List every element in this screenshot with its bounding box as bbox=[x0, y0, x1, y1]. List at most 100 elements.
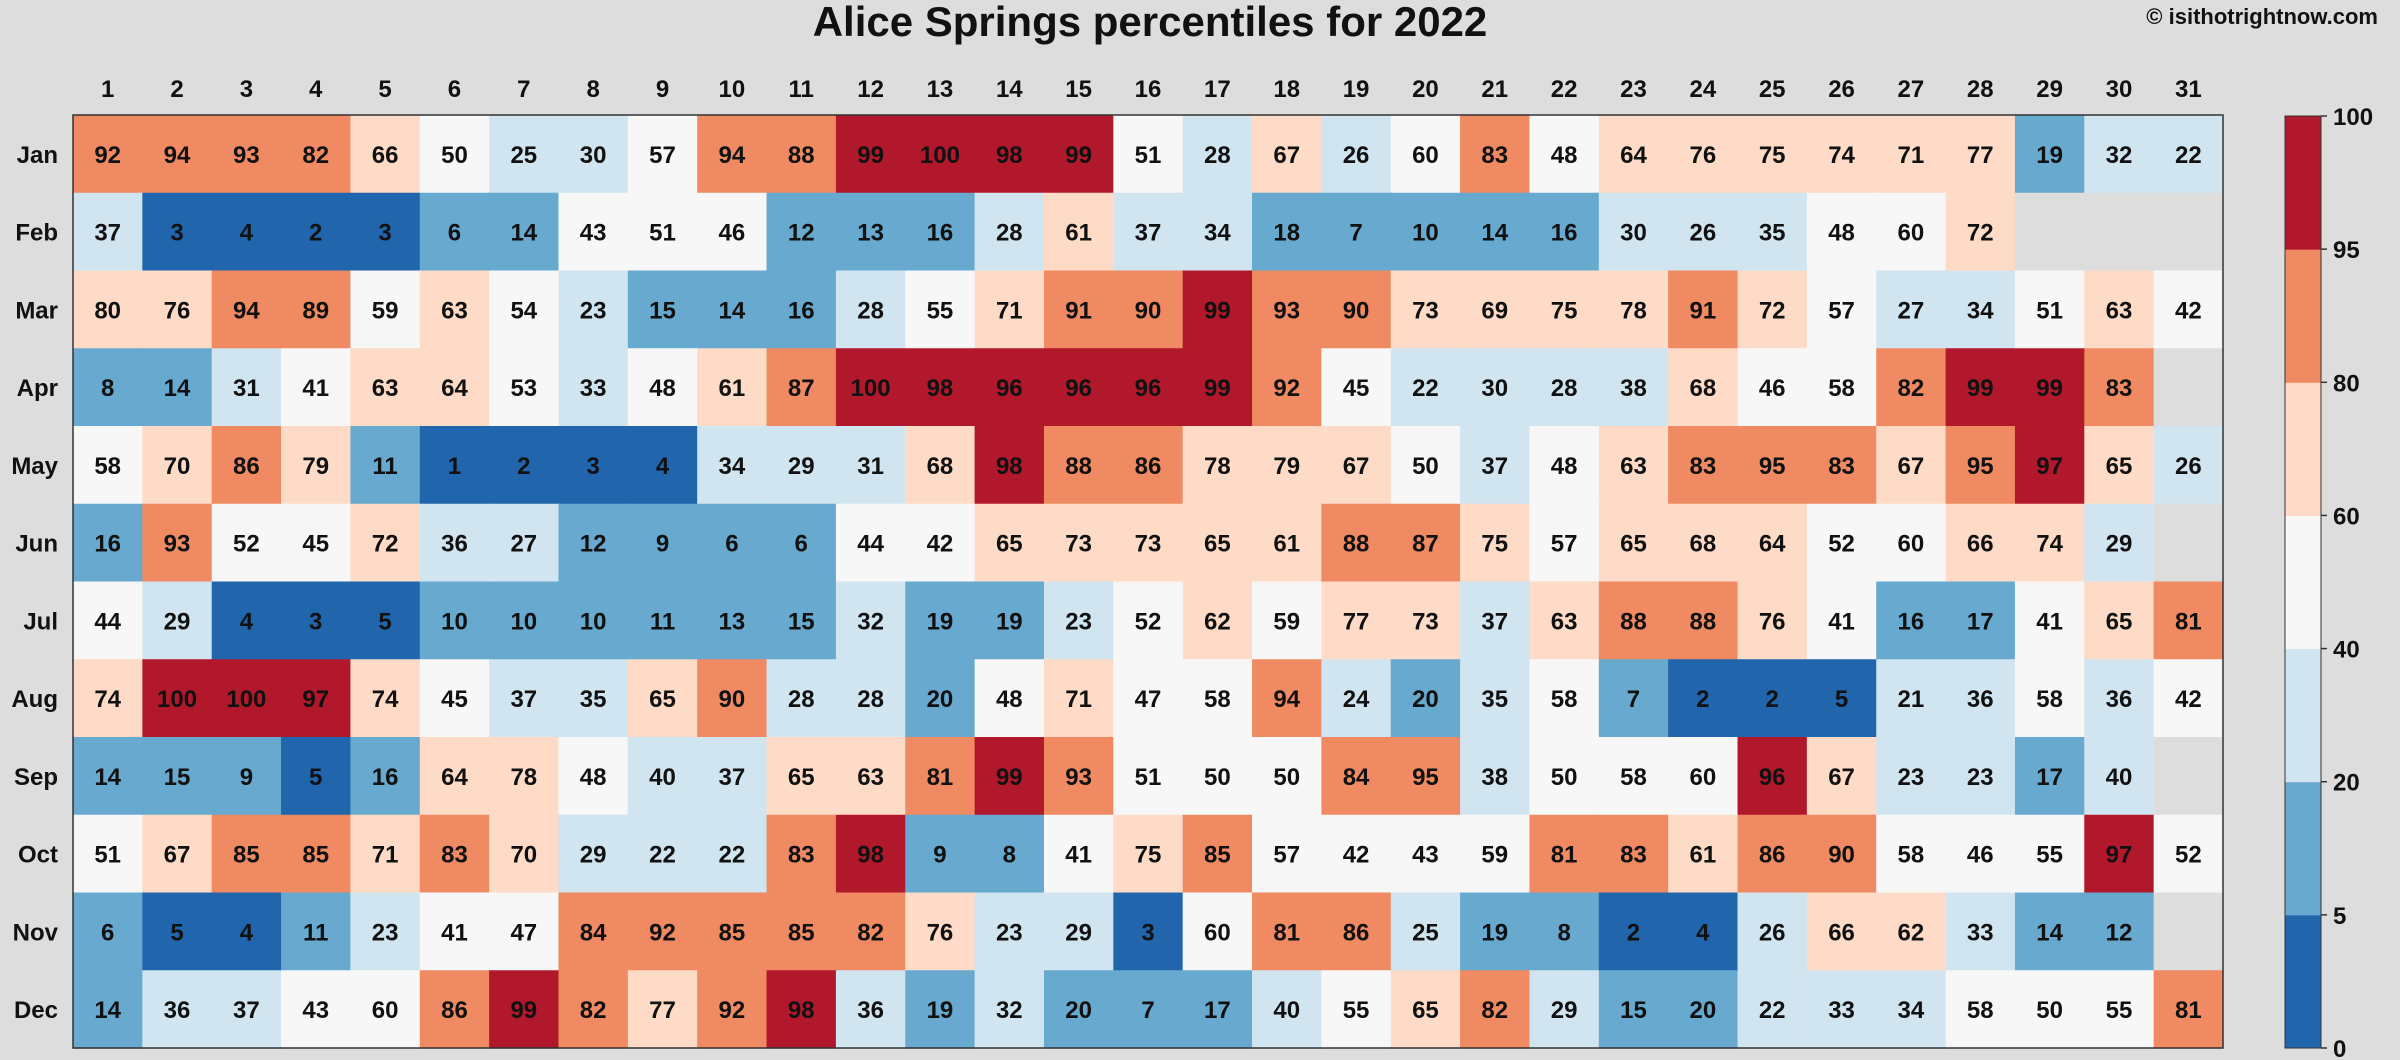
x-tick-label: 8 bbox=[586, 76, 599, 103]
heatmap-cell bbox=[1252, 426, 1322, 505]
colorbar-bin bbox=[2285, 116, 2321, 250]
heatmap-cell bbox=[1182, 426, 1253, 505]
cell-label: 88 bbox=[1689, 608, 1716, 635]
cell-label: 72 bbox=[1759, 297, 1786, 324]
heatmap-cell bbox=[1668, 115, 1739, 194]
heatmap-cell bbox=[1390, 581, 1461, 660]
cell-label: 14 bbox=[94, 997, 121, 1024]
cell-label: 17 bbox=[1204, 997, 1231, 1024]
cell-label: 71 bbox=[1898, 142, 1925, 169]
heatmap-cell bbox=[697, 970, 768, 1049]
heatmap-cell bbox=[558, 659, 629, 738]
cell-label: 30 bbox=[1481, 375, 1508, 402]
cell-label: 36 bbox=[164, 997, 191, 1024]
cell-label: 69 bbox=[1481, 297, 1508, 324]
heatmap-cell bbox=[974, 503, 1045, 583]
colorbar-tick-label: 80 bbox=[2333, 370, 2360, 397]
heatmap-cell bbox=[1321, 426, 1392, 505]
cell-label: 16 bbox=[788, 297, 815, 324]
x-tick-label: 22 bbox=[1551, 76, 1578, 103]
cell-label: 33 bbox=[580, 375, 607, 402]
heatmap-cell bbox=[974, 814, 1045, 894]
cell-label: 57 bbox=[1551, 531, 1578, 558]
heatmap-cell bbox=[1598, 892, 1669, 971]
heatmap-cell bbox=[142, 581, 213, 660]
heatmap-cell bbox=[835, 192, 906, 272]
heatmap-cell bbox=[905, 892, 976, 971]
cell-label: 36 bbox=[441, 531, 468, 558]
cell-label: 75 bbox=[1135, 842, 1162, 869]
heatmap-cell bbox=[766, 115, 837, 194]
heatmap-cell bbox=[627, 659, 698, 738]
cell-label: 65 bbox=[649, 686, 676, 713]
heatmap-cell bbox=[1113, 814, 1184, 894]
cell-label: 42 bbox=[927, 531, 954, 558]
cell-label: 30 bbox=[1620, 220, 1647, 247]
heatmap-cell bbox=[1321, 115, 1392, 194]
cell-label: 34 bbox=[1898, 997, 1925, 1024]
heatmap-cell bbox=[1321, 270, 1392, 349]
heatmap-cell bbox=[1321, 192, 1392, 272]
heatmap-cell bbox=[1113, 192, 1184, 272]
heatmap-cell bbox=[627, 581, 698, 660]
cell-label: 10 bbox=[441, 608, 468, 635]
heatmap-cell bbox=[1460, 503, 1531, 583]
heatmap-cell bbox=[1945, 659, 2016, 738]
heatmap-cell bbox=[419, 192, 490, 272]
heatmap-cell bbox=[1737, 970, 1808, 1049]
x-tick-label: 31 bbox=[2175, 76, 2202, 103]
heatmap-cell bbox=[1598, 814, 1669, 894]
cell-label: 83 bbox=[1828, 453, 1855, 480]
cell-label: 28 bbox=[857, 686, 884, 713]
heatmap-cell bbox=[350, 348, 421, 427]
cell-label: 82 bbox=[580, 997, 607, 1024]
cell-label: 85 bbox=[233, 842, 260, 869]
cell-label: 90 bbox=[1828, 842, 1855, 869]
cell-label: 87 bbox=[788, 375, 815, 402]
cell-label: 1 bbox=[448, 453, 461, 480]
cell-label: 8 bbox=[1003, 842, 1016, 869]
colorbar-tick-label: 0 bbox=[2333, 1036, 2346, 1060]
cell-label: 58 bbox=[1204, 686, 1231, 713]
heatmap-cell bbox=[489, 814, 560, 894]
heatmap-cell bbox=[73, 426, 143, 505]
cell-label: 59 bbox=[372, 297, 399, 324]
cell-label: 78 bbox=[1620, 297, 1647, 324]
cell-label: 42 bbox=[2175, 686, 2202, 713]
heatmap-cell bbox=[142, 192, 213, 272]
cell-label: 4 bbox=[240, 919, 254, 946]
heatmap-cell bbox=[1043, 503, 1114, 583]
heatmap-cell bbox=[1182, 814, 1253, 894]
heatmap-cell bbox=[2084, 192, 2155, 272]
cell-label: 14 bbox=[164, 375, 191, 402]
heatmap-cell bbox=[2084, 970, 2155, 1049]
heatmap-cell bbox=[697, 348, 768, 427]
cell-label: 99 bbox=[2036, 375, 2063, 402]
heatmap-cell bbox=[73, 503, 143, 583]
y-tick-label: Mar bbox=[15, 297, 58, 324]
cell-label: 99 bbox=[1204, 297, 1231, 324]
x-tick-label: 29 bbox=[2036, 76, 2063, 103]
colorbar-frame bbox=[2284, 115, 2322, 1049]
heatmap-cell bbox=[1460, 659, 1531, 738]
heatmap-cell bbox=[905, 814, 976, 894]
cell-label: 5 bbox=[309, 764, 322, 791]
cell-label: 85 bbox=[1204, 842, 1231, 869]
cell-label: 32 bbox=[2106, 142, 2133, 169]
heatmap-cell bbox=[1876, 659, 1947, 738]
heatmap-cell bbox=[1668, 892, 1739, 971]
colorbar-tick-label: 60 bbox=[2333, 503, 2360, 530]
cell-label: 97 bbox=[302, 686, 329, 713]
cell-label: 74 bbox=[1828, 142, 1855, 169]
heatmap-cell bbox=[1390, 970, 1461, 1049]
heatmap-cell bbox=[1321, 737, 1392, 816]
heatmap-cell bbox=[1390, 426, 1461, 505]
cell-label: 55 bbox=[2036, 842, 2063, 869]
heatmap-cell bbox=[835, 892, 906, 971]
cell-label: 19 bbox=[927, 997, 954, 1024]
heatmap-cell bbox=[211, 270, 282, 349]
heatmap-cell bbox=[2014, 581, 2085, 660]
cell-label: 40 bbox=[1273, 997, 1300, 1024]
cell-label: 97 bbox=[2036, 453, 2063, 480]
heatmap-cell bbox=[2014, 192, 2085, 272]
